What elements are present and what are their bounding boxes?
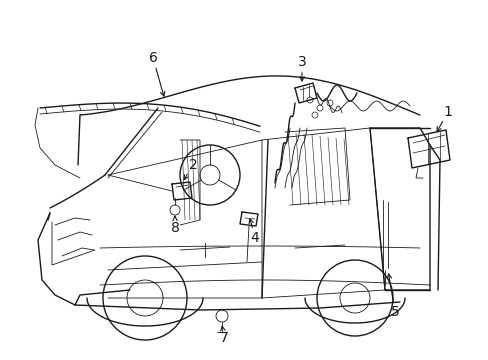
- Text: 1: 1: [443, 105, 451, 119]
- Text: 7: 7: [219, 331, 228, 345]
- Text: 8: 8: [170, 221, 179, 235]
- Text: 2: 2: [188, 158, 197, 172]
- Text: 5: 5: [390, 305, 399, 319]
- Text: 6: 6: [148, 51, 157, 65]
- Text: 3: 3: [297, 55, 306, 69]
- Text: 4: 4: [250, 231, 259, 245]
